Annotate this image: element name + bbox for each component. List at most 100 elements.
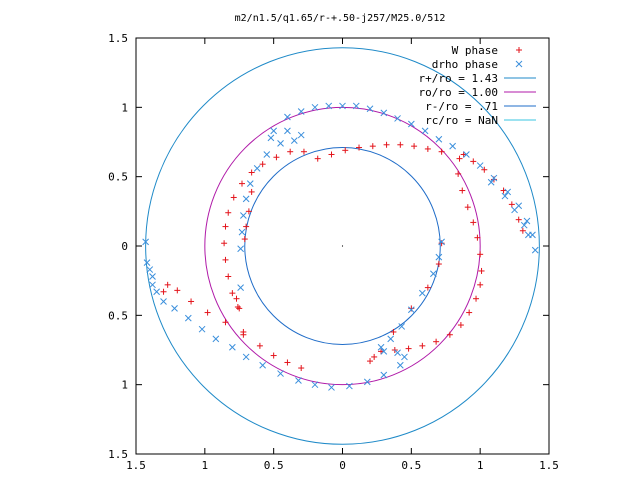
legend-label: rc/ro = NaN	[425, 114, 498, 127]
data-point	[411, 143, 418, 150]
x-tick-label: 0.5	[401, 459, 421, 472]
data-point	[446, 331, 453, 338]
data-point	[435, 261, 442, 268]
data-point	[474, 234, 481, 241]
data-point	[477, 251, 484, 258]
data-point	[259, 161, 266, 168]
data-series	[142, 102, 539, 391]
data-point	[383, 141, 390, 148]
data-point	[352, 102, 360, 110]
data-point	[256, 342, 263, 349]
data-point	[380, 109, 388, 117]
data-point	[418, 289, 426, 297]
data-point	[408, 305, 415, 312]
data-point	[339, 102, 346, 110]
data-point	[238, 228, 246, 236]
data-point	[153, 288, 161, 296]
data-point	[367, 358, 374, 365]
data-point	[270, 127, 278, 135]
data-point	[273, 154, 280, 161]
data-point	[519, 227, 526, 234]
data-point	[212, 335, 220, 343]
data-point	[366, 105, 374, 113]
data-point	[243, 223, 250, 230]
y-tick-label: 0.5	[108, 171, 128, 184]
data-point	[407, 120, 415, 128]
x-tick-label: 1	[202, 459, 209, 472]
y-tick-label: 1	[121, 101, 128, 114]
data-point	[449, 142, 456, 150]
data-point	[284, 127, 291, 135]
series-w-phase	[160, 141, 526, 372]
data-point	[259, 361, 267, 369]
data-point	[508, 201, 515, 208]
data-point	[248, 188, 255, 195]
data-point	[149, 281, 156, 289]
data-point	[424, 145, 431, 152]
circle-r--ro	[244, 147, 441, 345]
data-point	[174, 287, 181, 294]
data-point	[377, 343, 385, 351]
data-point	[325, 102, 333, 110]
data-point	[236, 305, 243, 312]
data-point	[233, 295, 240, 302]
data-point	[295, 377, 302, 384]
data-point	[237, 245, 244, 253]
data-point	[363, 378, 371, 386]
data-point	[222, 223, 229, 230]
data-point	[297, 108, 305, 115]
data-point	[407, 306, 415, 314]
data-point	[149, 273, 156, 280]
x-tick-label: 0.5	[264, 459, 284, 472]
legend-label: W phase	[452, 44, 498, 57]
circle-ro-ro	[204, 106, 481, 386]
data-point	[470, 158, 477, 165]
data-point	[290, 137, 298, 144]
data-point	[464, 204, 471, 211]
data-point	[481, 166, 488, 173]
data-point	[490, 174, 498, 182]
data-point	[229, 343, 236, 351]
data-point	[198, 325, 206, 333]
data-point	[397, 141, 404, 148]
data-point	[470, 219, 477, 226]
data-point	[248, 169, 255, 176]
data-point	[222, 319, 229, 326]
data-point	[476, 162, 484, 169]
data-point	[253, 164, 261, 172]
legend-marker	[516, 47, 522, 53]
series-drho-phase	[142, 102, 539, 391]
data-point	[531, 246, 539, 254]
data-point	[387, 335, 395, 343]
data-point	[380, 371, 388, 379]
data-point	[245, 208, 252, 215]
data-point	[287, 148, 294, 155]
data-point	[267, 134, 275, 142]
legend-label: r+/ro = 1.43	[419, 72, 498, 85]
data-point	[328, 384, 335, 391]
data-point	[369, 143, 376, 150]
data-point	[477, 281, 484, 288]
data-point	[460, 151, 467, 158]
data-point	[438, 148, 445, 155]
y-tick-label: 1.5	[108, 448, 128, 461]
data-point	[142, 238, 149, 246]
y-tick-label: 0	[121, 240, 128, 253]
y-tick-label: 1.5	[108, 32, 128, 45]
y-tick-label: 1	[121, 379, 128, 392]
y-tick-label: 0.5	[108, 309, 128, 322]
data-point	[520, 221, 528, 229]
data-point	[504, 188, 512, 196]
data-point	[457, 322, 464, 329]
data-point	[239, 180, 246, 187]
x-tick-label: 1.5	[126, 459, 146, 472]
data-point	[419, 342, 426, 349]
chart-title: m2/n1.5/q1.65/r-+.50-j257/M25.0/512	[235, 13, 446, 24]
data-point	[438, 238, 445, 246]
data-point	[378, 348, 385, 355]
data-point	[164, 281, 171, 288]
data-point	[524, 231, 532, 239]
data-point	[500, 187, 507, 194]
legend-label: r-/ro = .71	[425, 100, 498, 113]
data-point	[311, 381, 319, 389]
